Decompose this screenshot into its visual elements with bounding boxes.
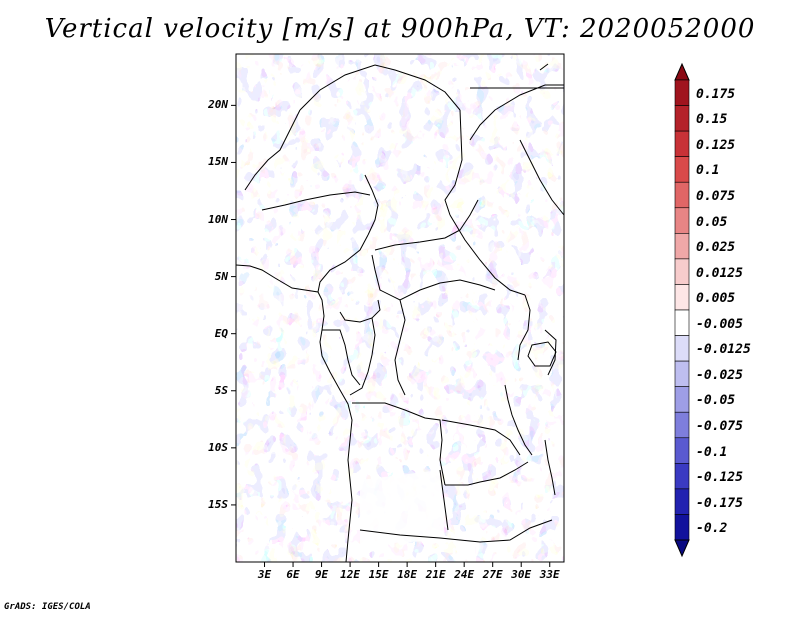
- lon-label: 6E: [286, 568, 300, 581]
- lon-label: 24E: [454, 568, 475, 581]
- colorbar-swatch: [674, 309, 690, 336]
- border-ethiopia: [469, 84, 564, 141]
- lake-tanganyika: [504, 384, 533, 456]
- colorbar-label: 0.05: [696, 214, 728, 230]
- lon-label: 27E: [482, 568, 503, 581]
- lat-label: 10N: [208, 212, 228, 226]
- colorbar-swatch: [674, 284, 690, 311]
- colorbar-swatch: [674, 156, 690, 183]
- lat-label: 20N: [208, 98, 228, 112]
- colorbar-swatch: [674, 207, 690, 234]
- lon-label: 30E: [511, 568, 532, 581]
- border-south: [359, 519, 553, 543]
- colorbar-swatch: [674, 514, 690, 541]
- map-field: [236, 54, 564, 562]
- colorbar-swatch: [674, 181, 690, 209]
- border-zambia: [441, 419, 521, 456]
- colorbar-label: 0.125: [696, 137, 736, 153]
- border-congo: [339, 299, 381, 323]
- border-cameroon: [317, 234, 369, 293]
- colorbar-swatch: [674, 335, 690, 362]
- border-uganda: [517, 294, 531, 361]
- grads-credit: GrADS: IGES/COLA: [4, 602, 91, 612]
- colorbar-label: -0.025: [696, 367, 743, 383]
- colorbar-top-arrow: [674, 62, 690, 81]
- colorbar-label: -0.2: [696, 521, 728, 537]
- colorbar-swatch: [674, 130, 690, 157]
- lat-label: 15S: [208, 497, 228, 511]
- lat-label: 5N: [214, 269, 228, 283]
- axis-ticks: [231, 104, 551, 567]
- colorbar-swatch: [674, 105, 690, 132]
- border-sudan: [449, 214, 526, 296]
- lon-label: 3E: [257, 568, 272, 581]
- colorbar-label: 0.1: [696, 163, 720, 179]
- colorbar-label: -0.175: [696, 495, 743, 511]
- lake-malawi: [544, 439, 556, 496]
- lat-label: EQ: [214, 326, 228, 340]
- colorbar-label: -0.075: [696, 419, 743, 434]
- border-car-south: [371, 254, 496, 301]
- chart-title: Vertical velocity [m/s] at 900hPa, VT: 2…: [44, 14, 756, 44]
- colorbar-label: 0.005: [696, 291, 736, 307]
- border-drc-west: [349, 317, 376, 396]
- border-gabon: [322, 329, 361, 386]
- colorbar-label: 0.175: [696, 86, 736, 102]
- border-car-north: [374, 199, 479, 251]
- colorbar-label: 0.025: [696, 240, 736, 256]
- lon-label: 15E: [368, 568, 389, 581]
- lat-label: 5S: [214, 383, 228, 397]
- colorbar-label: -0.1: [696, 444, 728, 460]
- coastline-red-sea: [519, 139, 565, 216]
- border-drc-south: [352, 402, 446, 486]
- colorbar-label: -0.125: [696, 470, 743, 486]
- border-east-coast: [544, 329, 557, 376]
- border-libya-east: [444, 109, 463, 216]
- colorbar-swatch: [674, 233, 690, 260]
- border-nigeria-north: [261, 191, 371, 211]
- colorbar-swatch: [674, 258, 690, 285]
- lon-label: 9E: [314, 568, 329, 581]
- colorbar-swatch: [674, 79, 690, 106]
- colorbar-swatch: [674, 411, 690, 439]
- colorbar: [674, 62, 690, 558]
- map-frame: [235, 53, 565, 563]
- boundaries: [235, 63, 565, 563]
- colorbar-label: -0.05: [696, 393, 736, 409]
- border-drc-inner: [394, 299, 406, 396]
- colorbar-swatch: [674, 386, 690, 413]
- colorbar-swatch: [674, 360, 690, 387]
- border-east-frame: [539, 63, 549, 71]
- lat-label: 15N: [208, 155, 228, 169]
- colorbar-label: 0.075: [696, 189, 736, 204]
- colorbar-label: -0.005: [696, 316, 743, 332]
- lon-label: 12E: [340, 568, 361, 581]
- colorbar-swatch: [674, 437, 690, 464]
- lon-label: 21E: [425, 568, 446, 581]
- border-angola-coast: [439, 469, 449, 531]
- lake-victoria: [527, 341, 557, 367]
- colorbar-swatch: [674, 488, 690, 515]
- coastline-west: [235, 264, 353, 563]
- border-sahara-north: [299, 64, 461, 111]
- colorbar-label: 0.0125: [696, 265, 743, 281]
- lon-label: 33E: [539, 568, 560, 581]
- lon-label: 18E: [397, 568, 418, 581]
- lat-label: 10S: [208, 440, 228, 454]
- calm-region-ocean: [236, 270, 300, 310]
- border-niger-chad: [244, 109, 301, 191]
- colorbar-label: 0.15: [696, 112, 728, 128]
- colorbar-label: -0.0125: [696, 342, 751, 358]
- border-lake-chad: [364, 174, 379, 236]
- border-angola-east: [445, 461, 529, 486]
- calm-region-angola: [360, 470, 445, 545]
- colorbar-swatch: [674, 463, 690, 490]
- colorbar-bottom-arrow: [674, 539, 690, 558]
